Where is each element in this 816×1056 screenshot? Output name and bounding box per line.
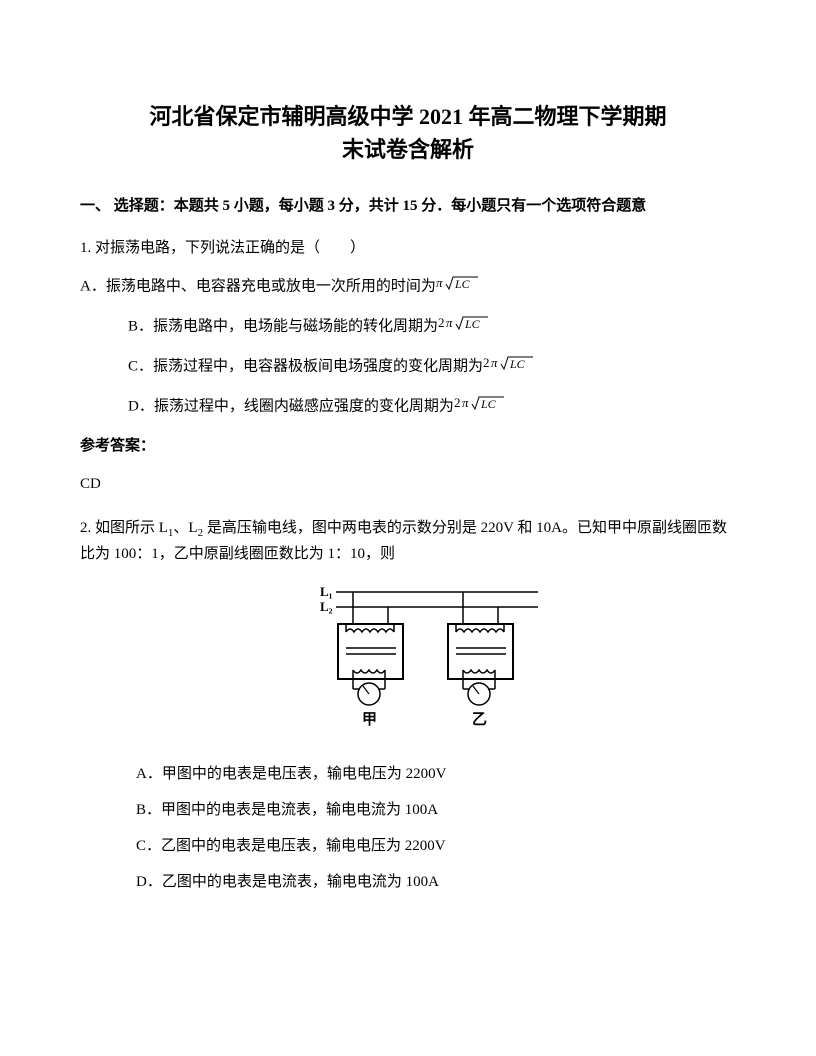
q2-figure: L₁ L₂ 甲 xyxy=(80,584,736,742)
q1-answer-value: CD xyxy=(80,472,736,496)
circuit-diagram: L₁ L₂ 甲 xyxy=(268,584,548,734)
label-yi: 乙 xyxy=(472,712,487,728)
q1-option-a-text: A．振荡电路中、电容器充电或放电一次所用的时间为 xyxy=(80,278,436,294)
q1-option-d: D．振荡过程中，线圈内磁感应强度的变化周期为2π LC xyxy=(128,394,736,420)
label-jia: 甲 xyxy=(362,711,377,728)
q2-option-b: B．甲图中的电表是电流表，输电电流为 100A xyxy=(136,798,736,822)
q2-option-d: D．乙图中的电表是电流表，输电电流为 100A xyxy=(136,870,736,894)
formula-2pi-sqrt-lc-d: 2π LC xyxy=(454,394,506,420)
title-line2: 末试卷含解析 xyxy=(342,137,474,162)
q1-option-b-text: B．振荡电路中，电场能与磁场能的转化周期为 xyxy=(128,318,438,334)
q2-stem-p2: 、L xyxy=(173,520,197,536)
page-title: 河北省保定市辅明高级中学 2021 年高二物理下学期期 末试卷含解析 xyxy=(80,100,736,166)
q2-stem: 2. 如图所示 L1、L2 是高压输电线，图中两电表的示数分别是 220V 和 … xyxy=(80,516,736,568)
svg-text:π: π xyxy=(491,355,498,370)
formula-2pi-sqrt-lc-c: 2π LC xyxy=(483,354,535,380)
section-header: 一、 选择题：本题共 5 小题，每小题 3 分，共计 15 分．每小题只有一个选… xyxy=(80,194,736,220)
svg-text:LC: LC xyxy=(480,397,497,411)
svg-text:π: π xyxy=(436,275,443,290)
svg-text:LC: LC xyxy=(454,277,471,291)
formula-pi-sqrt-lc: π LC xyxy=(436,274,480,300)
svg-text:LC: LC xyxy=(464,317,481,331)
svg-text:π: π xyxy=(446,315,453,330)
svg-text:2: 2 xyxy=(438,315,445,330)
svg-text:2: 2 xyxy=(483,355,490,370)
q1-option-c-text: C．振荡过程中，电容器极板间电场强度的变化周期为 xyxy=(128,358,483,374)
q1-option-b: B．振荡电路中，电场能与磁场能的转化周期为2π LC xyxy=(128,314,736,340)
svg-text:π: π xyxy=(462,395,469,410)
q1-option-d-text: D．振荡过程中，线圈内磁感应强度的变化周期为 xyxy=(128,398,454,414)
svg-text:LC: LC xyxy=(509,357,526,371)
q1-option-a: A．振荡电路中、电容器充电或放电一次所用的时间为π LC xyxy=(80,274,736,300)
q1-answer-label: 参考答案： xyxy=(80,434,736,458)
formula-2pi-sqrt-lc-b: 2π LC xyxy=(438,314,490,340)
label-l2: L₂ xyxy=(320,599,333,614)
q2-option-c: C．乙图中的电表是电压表，输电电压为 2200V xyxy=(136,834,736,858)
q2-option-a: A．甲图中的电表是电压表，输电电压为 2200V xyxy=(136,762,736,786)
q1-option-c: C．振荡过程中，电容器极板间电场强度的变化周期为2π LC xyxy=(128,354,736,380)
title-line1: 河北省保定市辅明高级中学 2021 年高二物理下学期期 xyxy=(149,104,666,129)
q1-stem: 1. 对振荡电路，下列说法正确的是（ ） xyxy=(80,236,736,260)
q2-stem-p1: 2. 如图所示 L xyxy=(80,520,168,536)
label-l1: L₁ xyxy=(320,584,333,599)
svg-text:2: 2 xyxy=(454,395,461,410)
